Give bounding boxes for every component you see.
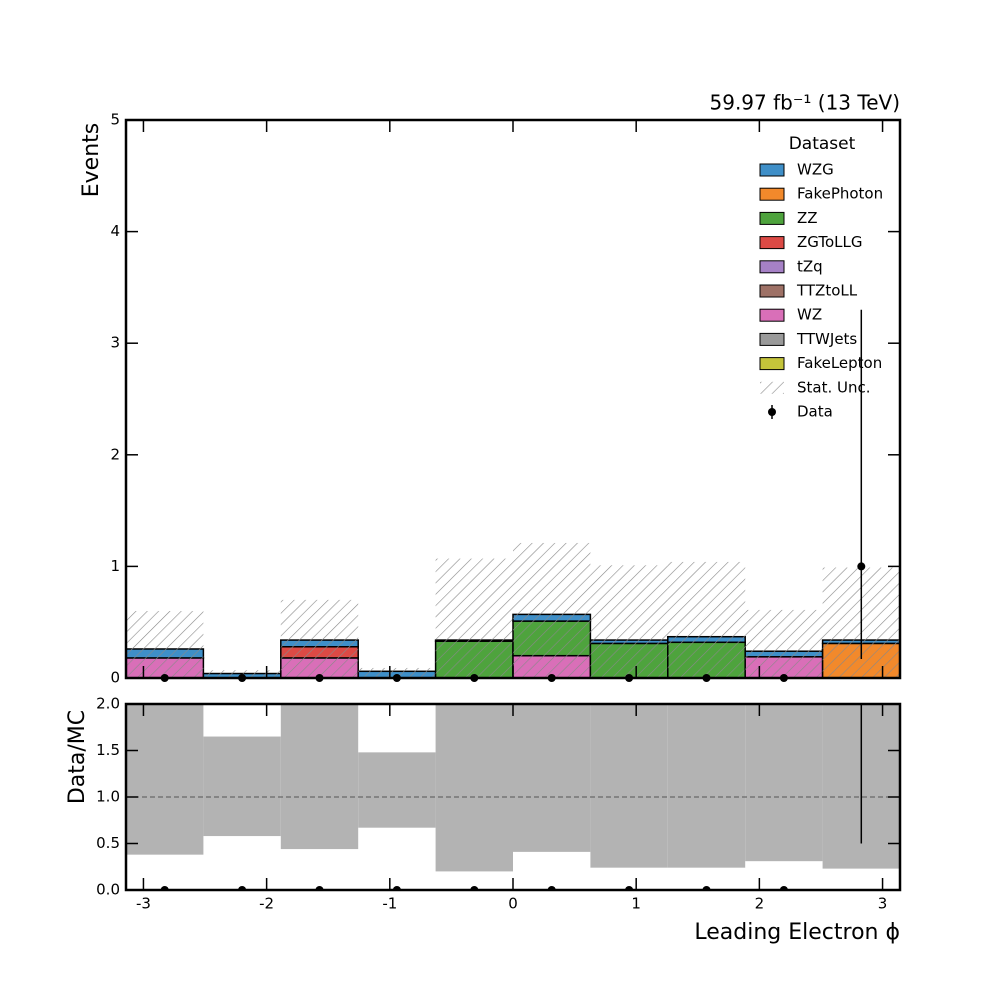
y-tick-label: 0 <box>110 669 120 687</box>
legend-swatch <box>759 236 785 250</box>
legend-label: ZGToLLG <box>797 233 863 251</box>
x-tick-label: -3 <box>136 895 151 913</box>
stat-unc-band <box>358 667 436 678</box>
legend-swatch <box>759 187 785 201</box>
legend-swatch <box>768 408 776 416</box>
ratio-unc-band <box>435 704 513 872</box>
legend-label: Data <box>797 403 833 421</box>
legend-label: FakePhoton <box>797 185 883 203</box>
legend-label: tZq <box>797 257 823 275</box>
x-tick-label: 0 <box>508 895 518 913</box>
ratio-unc-band <box>358 752 436 828</box>
stat-unc-band <box>667 561 746 678</box>
stat-unc-band <box>280 599 359 678</box>
legend-label: Stat. Unc. <box>797 378 871 396</box>
legend-label: FakeLepton <box>797 354 882 372</box>
ratio-unc-band <box>280 704 359 850</box>
legend-label: WZG <box>797 161 834 179</box>
ratio-y-axis-label: Data/MC <box>65 710 90 804</box>
legend-title: Dataset <box>789 134 856 154</box>
legend-swatch <box>759 211 785 225</box>
legend-label: WZ <box>797 306 822 324</box>
y-axis-label: Events <box>79 123 104 198</box>
legend-swatch <box>759 284 785 298</box>
ratio-y-tick-label: 2.0 <box>96 695 120 713</box>
legend-label: ZZ <box>797 209 818 227</box>
stat-unc-band <box>126 611 204 678</box>
ratio-unc-band <box>126 704 204 855</box>
ratio-y-tick-label: 1.0 <box>96 788 120 806</box>
legend-swatch <box>759 308 785 322</box>
lumi-label: 59.97 fb⁻¹ (13 TeV) <box>710 91 901 115</box>
stat-unc-band <box>590 565 668 678</box>
ratio-unc-band <box>590 704 668 868</box>
ratio-y-tick-label: 1.5 <box>96 741 120 759</box>
y-tick-label: 4 <box>110 222 120 240</box>
legend-swatch <box>759 260 785 274</box>
legend-swatch <box>759 163 785 177</box>
ratio-y-tick-label: 0.0 <box>96 881 120 899</box>
y-tick-label: 5 <box>110 111 120 129</box>
x-tick-label: 1 <box>631 895 641 913</box>
data-point <box>857 562 866 571</box>
legend-swatch <box>760 381 784 394</box>
ratio-unc-band <box>745 704 823 862</box>
legend-swatch <box>759 357 785 371</box>
stat-unc-band <box>513 542 591 678</box>
legend-swatch <box>759 332 785 346</box>
y-tick-label: 2 <box>110 445 120 463</box>
legend-label: TTWJets <box>796 330 857 348</box>
y-tick-label: 1 <box>110 557 120 575</box>
legend-label: TTZtoLL <box>796 282 858 300</box>
x-tick-label: -1 <box>382 895 397 913</box>
x-tick-label: -2 <box>259 895 274 913</box>
y-tick-label: 3 <box>110 334 120 352</box>
ratio-unc-band <box>667 704 746 868</box>
x-axis-label: Leading Electron ϕ <box>694 920 900 945</box>
x-tick-label: 3 <box>878 895 888 913</box>
ratio-unc-band <box>203 736 281 837</box>
stat-unc-band <box>435 558 513 678</box>
x-tick-label: 2 <box>755 895 765 913</box>
ratio-y-tick-label: 0.5 <box>96 834 120 852</box>
stat-unc-band <box>745 609 823 678</box>
ratio-unc-band <box>513 704 591 852</box>
